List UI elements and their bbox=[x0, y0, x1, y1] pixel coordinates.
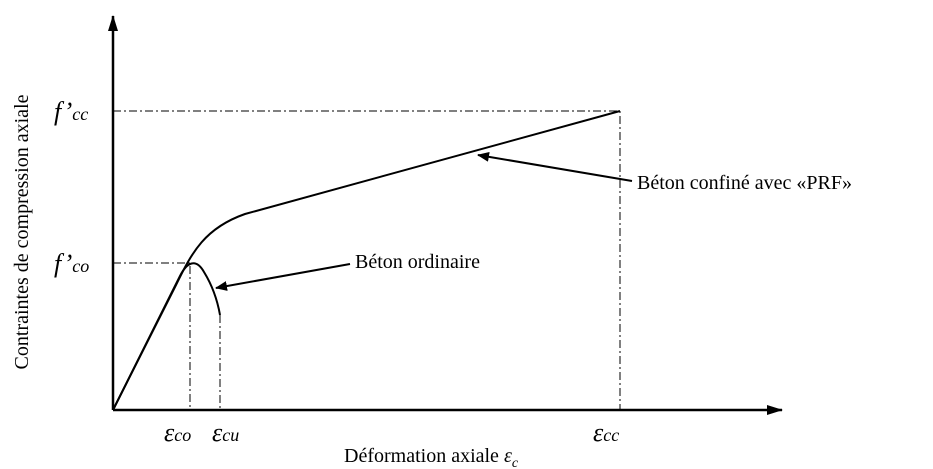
subscript: co bbox=[174, 425, 191, 445]
y-tick-label: f’co bbox=[54, 249, 89, 278]
y-axis-label: Contraintes de compression axiale bbox=[11, 94, 33, 369]
symbol: ε bbox=[504, 445, 512, 467]
symbol: ε bbox=[164, 418, 175, 447]
subscript: cc bbox=[603, 425, 619, 445]
annotation: Béton ordinaire bbox=[355, 251, 480, 273]
x-tick-label: εcu bbox=[212, 418, 239, 447]
subscript: co bbox=[72, 256, 89, 276]
annotation: Béton confiné avec «PRF» bbox=[637, 172, 852, 194]
subscript: cc bbox=[72, 104, 88, 124]
subscript: cu bbox=[222, 425, 239, 445]
ordinary-curve bbox=[112, 262, 221, 411]
symbol: ε bbox=[212, 418, 223, 447]
annotation-arrow bbox=[477, 151, 633, 182]
x-tick-label: εcc bbox=[593, 418, 619, 447]
x-tick-label: εco bbox=[164, 418, 191, 447]
y-tick-label: f’cc bbox=[54, 97, 88, 126]
symbol: f’ bbox=[54, 97, 72, 126]
annotation-arrow bbox=[215, 263, 351, 291]
symbol: ε bbox=[593, 418, 604, 447]
x-axis-label: Déformation axiale εc bbox=[344, 445, 519, 469]
subscript: c bbox=[512, 456, 519, 469]
label-text: Déformation axiale bbox=[344, 445, 504, 467]
symbol: f’ bbox=[54, 249, 72, 278]
